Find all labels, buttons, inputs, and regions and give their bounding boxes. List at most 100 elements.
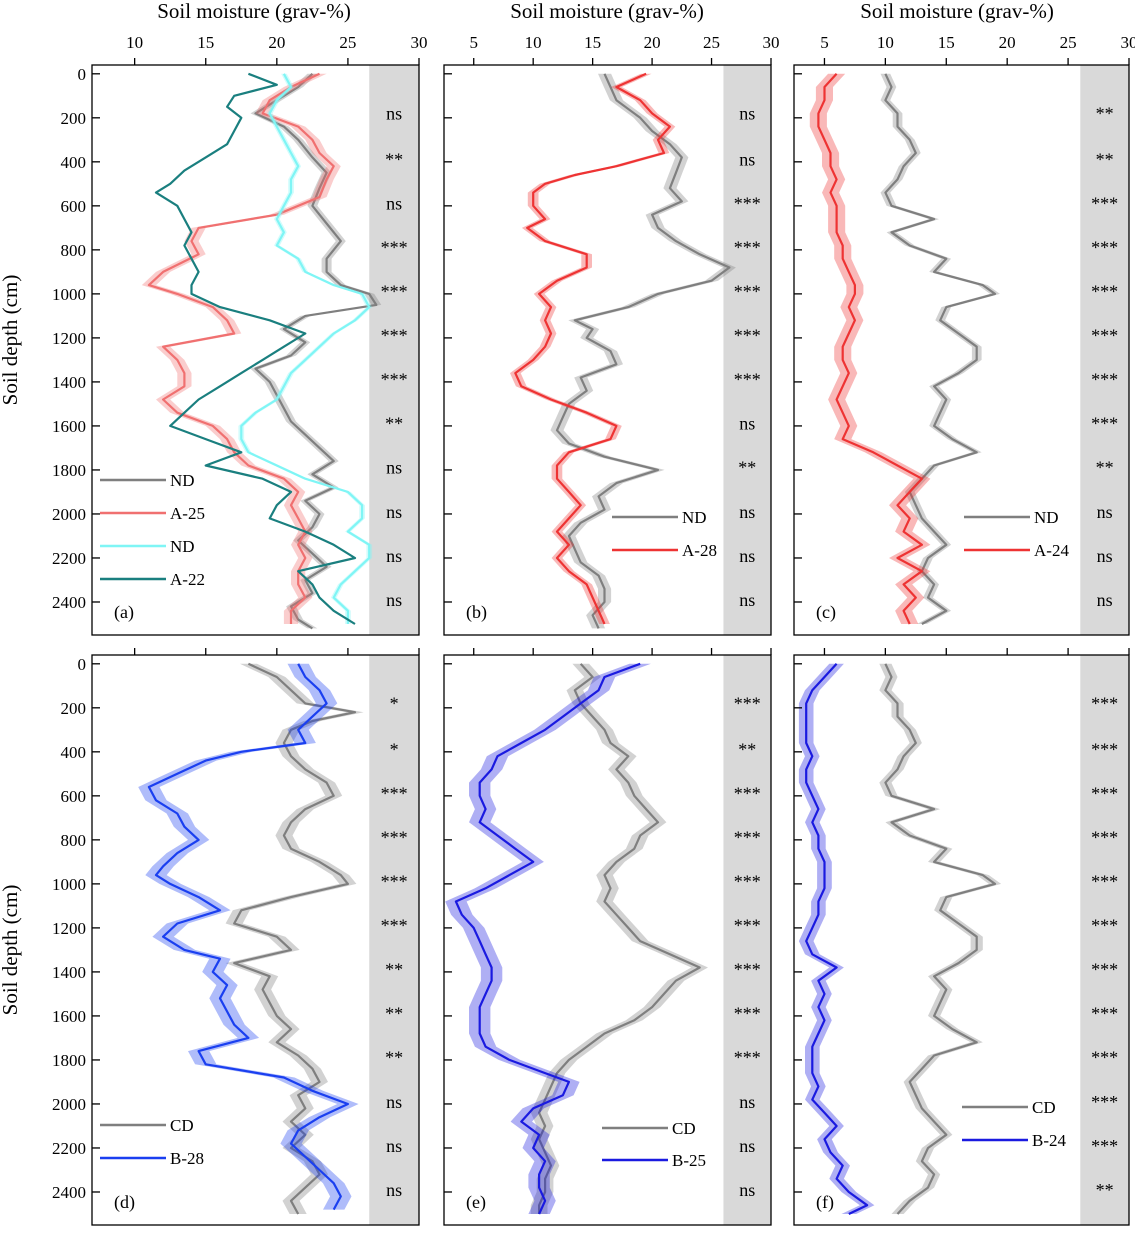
significance-column	[1080, 655, 1129, 1225]
significance-label: ***	[1091, 1004, 1118, 1024]
significance-label: **	[385, 414, 403, 434]
significance-label: ***	[1091, 414, 1118, 434]
legend-label-b-28: B-28	[170, 1149, 204, 1168]
significance-label: ***	[1091, 282, 1118, 302]
series-line-b-24	[805, 663, 869, 1215]
y-tick-label: 0	[78, 65, 87, 84]
significance-label: ns	[386, 103, 402, 123]
series-line-a-25	[147, 72, 335, 624]
significance-label: ***	[1091, 1048, 1118, 1068]
top-axis-title-group: Soil moisture (grav-%) Soil moisture (gr…	[157, 0, 1054, 23]
panel-f: ***********************************(f)CD…	[793, 648, 1130, 1226]
panel-a: 10 15 20 25 30 0 200 400 600 800 1000 1200 1400 1600 1…	[52, 33, 428, 636]
significance-label: **	[385, 150, 403, 170]
x-tick-label: 10	[126, 33, 143, 52]
series-band-nd	[250, 73, 382, 629]
panel-d: 0 200 400 600 800 1000 1200 1400 1600 1800 2000 220…	[52, 648, 420, 1226]
legend-label-a-22: A-22	[170, 570, 205, 589]
significance-label: **	[385, 960, 403, 980]
significance-label: ns	[1097, 546, 1113, 566]
legend-label-a-28: A-28	[682, 541, 717, 560]
panels: 10 15 20 25 30020040060080010001200140016001…	[52, 33, 1135, 1226]
xlabel-panel-c: Soil moisture (grav-%)	[860, 0, 1054, 23]
y-tick-label: 800	[61, 241, 87, 260]
significance-label: ns	[386, 502, 402, 522]
significance-label: ns	[739, 150, 755, 170]
panel-label: (b)	[466, 602, 487, 623]
significance-label: ns	[739, 502, 755, 522]
legend-label-nd: ND	[170, 471, 195, 490]
x-tick-label: 30	[763, 33, 780, 52]
significance-label: ***	[734, 370, 761, 390]
significance-label: ***	[381, 326, 408, 346]
x-tick-label: 5	[820, 33, 829, 52]
panel-frame	[443, 654, 772, 1226]
y-tick-label: 1200	[52, 329, 86, 348]
significance-label: ***	[1091, 326, 1118, 346]
y-tick-label: 400	[61, 743, 87, 762]
ylabel-top-row: Soil depth (cm)	[0, 275, 22, 406]
significance-label: ***	[734, 282, 761, 302]
significance-label: ns	[739, 590, 755, 610]
y-tick-label: 2000	[52, 1095, 86, 1114]
y-tick-label: 1000	[52, 875, 86, 894]
significance-label: **	[738, 458, 756, 478]
panel-frame	[793, 64, 1130, 636]
xlabel-panel-a: Soil moisture (grav-%)	[157, 0, 351, 23]
significance-label: ***	[1091, 370, 1118, 390]
y-tick-label: 200	[61, 109, 87, 128]
panel-e: **************************nsnsns(e)CDB-2…	[443, 648, 772, 1226]
significance-label: ***	[1091, 1136, 1118, 1156]
legend: ND A-25 ND A-22	[100, 471, 205, 589]
series-line-a-22	[154, 72, 357, 625]
legend-label-nd: ND	[1034, 508, 1059, 527]
x-tick-label: 20	[644, 33, 661, 52]
legend: ND A-24	[964, 508, 1069, 560]
significance-label: ***	[381, 916, 408, 936]
significance-label: *	[390, 740, 399, 760]
significance-label: ***	[1091, 828, 1118, 848]
panel-b: 5 10 15 20 25 30 ns ns *** *** *** *** *** ns ** ns ns ns…	[443, 33, 780, 636]
significance-label: ***	[734, 916, 761, 936]
xlabel-panel-b: Soil moisture (grav-%)	[510, 0, 704, 23]
x-tick-label: 10	[525, 33, 542, 52]
significance-label: ***	[1091, 1092, 1118, 1112]
y-tick-label: 0	[78, 655, 87, 674]
legend-label-b-24: B-24	[1032, 1131, 1067, 1150]
x-tick-label: 5	[469, 33, 478, 52]
series-line-cd	[537, 663, 701, 1214]
y-tick-label: 1600	[52, 417, 86, 436]
plot-area	[141, 72, 382, 630]
series-line-b-28	[147, 663, 349, 1211]
panel-frame	[443, 64, 772, 636]
significance-label: ***	[734, 784, 761, 804]
series-line-a-28	[514, 72, 672, 625]
y-tick-label: 1600	[52, 1007, 86, 1026]
series-band-b-24	[798, 663, 875, 1214]
panel-label: (d)	[114, 1192, 135, 1213]
plot-area	[798, 663, 1002, 1215]
y-tick-label: 1000	[52, 285, 86, 304]
significance-label: ***	[734, 828, 761, 848]
x-tick-label: 25	[1060, 33, 1077, 52]
significance-label: ns	[386, 458, 402, 478]
significance-label: ns	[739, 1092, 755, 1112]
y-tick-label: 1400	[52, 963, 86, 982]
plot-area	[510, 72, 736, 629]
significance-label: ns	[739, 414, 755, 434]
panel-c: 5 10 15 20 25 30************************nsnsn…	[793, 33, 1135, 636]
legend-label-nd: ND	[170, 537, 195, 556]
y-tick-label: 2200	[52, 1139, 86, 1158]
significance-label: ns	[386, 590, 402, 610]
x-tick-label: 15	[938, 33, 955, 52]
legend: CD B-28	[100, 1116, 204, 1168]
significance-column	[723, 655, 771, 1225]
x-tick-label: 15	[584, 33, 601, 52]
panel-label: (f)	[816, 1192, 834, 1213]
legend-label-cd: CD	[170, 1116, 194, 1135]
significance-label: **	[1096, 458, 1114, 478]
significance-column	[369, 65, 419, 635]
x-tick-label: 25	[339, 33, 356, 52]
significance-label: ns	[739, 103, 755, 123]
